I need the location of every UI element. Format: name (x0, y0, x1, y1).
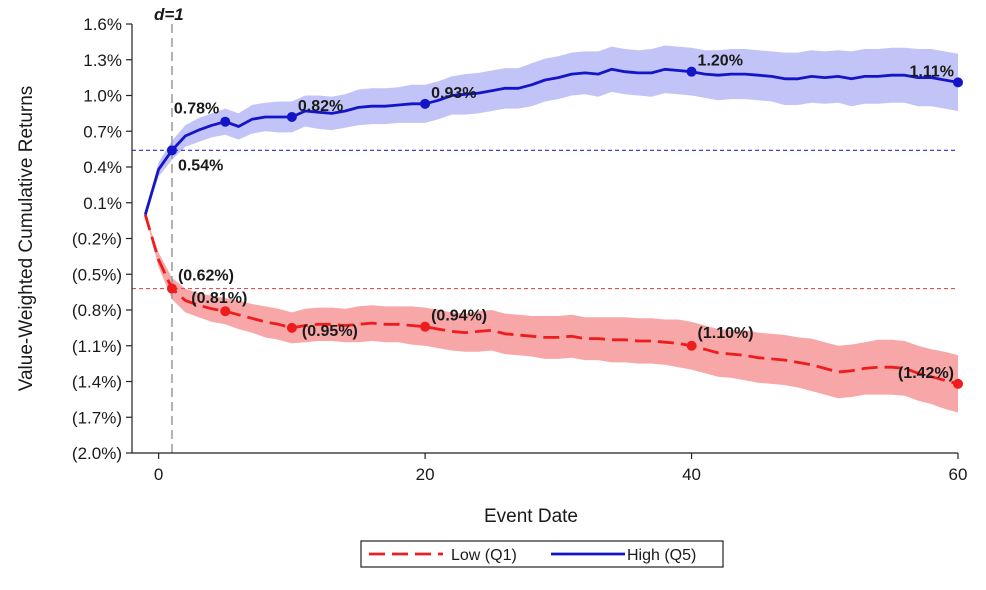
data-label-1-2: (0.81%) (191, 290, 247, 307)
y-axis-title: Value-Weighted Cumulative Returns (16, 86, 37, 392)
data-label-1-1: (0.62%) (178, 268, 234, 285)
data-point-1-2 (220, 306, 231, 317)
x-tick-label-4: 60 (949, 465, 968, 484)
data-label-2-6: 1.11% (910, 63, 954, 80)
y-tick-label-5: 0.4% (83, 158, 122, 177)
y-tick-label-12: (1.7%) (72, 408, 122, 427)
x-axis: 0 20 40 60 (132, 452, 968, 484)
data-point-2-6 (953, 77, 963, 88)
data-point-2-4 (420, 98, 431, 109)
data-label-2-4: 0.93% (431, 85, 476, 102)
y-axis: 1.6% 1.3% 1.0% 0.7% 0.4% 0.1% (0.2%) (0.5%) (0.8… (72, 15, 133, 463)
data-point-1-1 (166, 283, 177, 294)
data-point-2-1 (166, 145, 177, 156)
data-label-2-3: 0.82% (298, 98, 343, 115)
data-label-2-2: 0.78% (174, 101, 219, 118)
y-tick-label-2: 1.3% (83, 51, 122, 70)
data-label-2-1: 0.54% (178, 157, 223, 174)
y-tick-label-3: 1.0% (83, 87, 122, 106)
y-tick-label-9: (0.8%) (72, 301, 122, 320)
data-point-1-6 (953, 378, 963, 389)
y-tick-label-4: 0.7% (83, 122, 122, 141)
legend-label-1: Low (Q1) (451, 547, 517, 564)
legend: Low (Q1) High (Q5) (360, 540, 724, 568)
y-tick-label-1: 1.6% (83, 15, 122, 34)
data-label-1-6: (1.42%) (898, 365, 954, 382)
x-tick-label-2: 20 (416, 465, 435, 484)
event-day-label: d=1 (154, 5, 184, 24)
data-point-1-3 (286, 322, 297, 333)
y-tick-label-10: (1.1%) (72, 337, 122, 356)
plot-area: d=1 (0.62%) (0.81%) (0.95%) (0.94%) (1.10%) (1… (132, 5, 963, 453)
data-point-2-3 (286, 111, 297, 122)
series-line-2 (143, 67, 959, 216)
data-point-1-4 (420, 321, 431, 332)
x-tick-label-3: 40 (682, 465, 701, 484)
x-tick-label-1: 0 (154, 465, 163, 484)
data-label-1-5: (1.10%) (698, 325, 754, 342)
data-point-2-5 (686, 66, 697, 77)
data-label-1-4: (0.94%) (431, 308, 487, 325)
y-tick-label-6: 0.1% (83, 194, 122, 213)
data-label-2-5: 1.20% (698, 53, 743, 70)
x-axis-title: Event Date (484, 506, 578, 527)
y-tick-label-11: (1.4%) (72, 373, 122, 392)
y-tick-label-13: (2.0%) (72, 444, 122, 463)
confidence-band-1 (145, 214, 959, 413)
data-point-2-2 (220, 116, 231, 127)
data-point-1-5 (686, 340, 697, 351)
series-line-1 (143, 214, 959, 386)
legend-label-2: High (Q5) (627, 547, 696, 564)
confidence-band-2 (145, 45, 959, 215)
y-tick-label-8: (0.5%) (72, 265, 122, 284)
data-label-1-3: (0.95%) (302, 323, 358, 340)
y-tick-label-7: (0.2%) (72, 230, 122, 249)
